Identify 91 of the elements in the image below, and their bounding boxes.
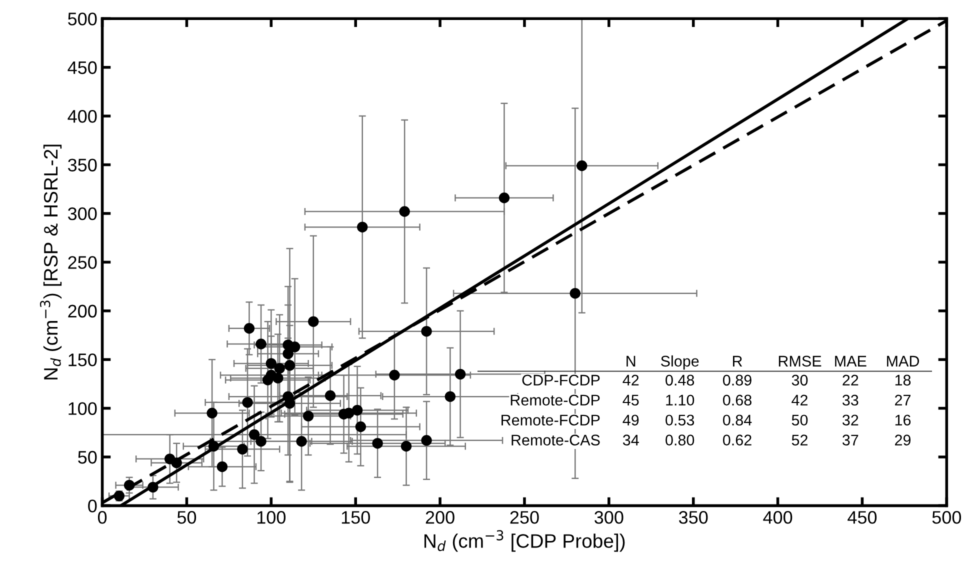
annotation: Remote-CAS — [512, 434, 600, 446]
point — [242, 397, 253, 408]
point — [274, 362, 285, 374]
annotation: RMSE — [778, 356, 822, 367]
annotation: 50 — [792, 414, 808, 426]
x-tick-label: 0 — [98, 511, 107, 524]
x-tick-label: 300 — [594, 511, 624, 524]
y-tick-label: 500 — [68, 12, 97, 26]
annotation: MAE — [835, 356, 866, 366]
annotation: 49 — [622, 414, 639, 426]
point — [296, 436, 307, 447]
point — [421, 326, 432, 337]
point — [324, 390, 336, 401]
point — [444, 391, 456, 402]
y-tick-label: 150 — [68, 354, 97, 366]
annotation: CDP-FCDP — [522, 374, 600, 386]
y-tick-label: 50 — [78, 450, 97, 464]
point — [372, 438, 383, 449]
annotation: MAD — [887, 356, 919, 366]
point — [421, 435, 432, 446]
annotation: 29 — [895, 434, 911, 446]
point — [216, 461, 228, 472]
point — [576, 160, 588, 172]
x-tick-label: 200 — [426, 511, 454, 524]
point — [355, 421, 366, 432]
x-tick-label: 100 — [257, 511, 286, 524]
annotation: 30 — [792, 374, 808, 386]
y-tick-label: 400 — [68, 110, 97, 123]
annotation: 42 — [792, 394, 808, 406]
annotation: 32 — [842, 414, 858, 426]
annotation: 52 — [792, 434, 808, 446]
point — [171, 457, 182, 468]
y-tick-label: 100 — [68, 402, 97, 415]
annotation: N — [626, 356, 636, 366]
x-axis-title: N$_{d}$ (cm$^{−3}$ [CDP Probe]) — [424, 530, 625, 552]
point — [272, 372, 284, 384]
point — [206, 408, 218, 418]
annotation: 0.84 — [722, 414, 752, 426]
x-tick-label: 250 — [510, 511, 539, 524]
point — [389, 370, 400, 381]
point — [498, 192, 510, 204]
point — [266, 358, 277, 369]
point — [208, 440, 220, 452]
annotation: 16 — [895, 414, 911, 426]
point — [357, 222, 368, 232]
point — [302, 410, 314, 422]
x-tick-label: 350 — [678, 511, 708, 524]
y-tick-label: 300 — [68, 207, 97, 220]
annotation: 18 — [895, 374, 911, 386]
point — [148, 482, 158, 493]
point — [244, 323, 255, 334]
point — [308, 316, 319, 327]
point — [282, 348, 294, 360]
point — [248, 429, 260, 440]
annotation: 0.48 — [666, 374, 694, 386]
point — [400, 440, 412, 452]
annotation: 33 — [842, 394, 858, 406]
annotation: R — [732, 356, 742, 366]
annotation: Slope — [661, 355, 699, 370]
annotation: 27 — [895, 394, 910, 406]
x-tick-label: 450 — [848, 511, 877, 524]
annotation: 0.68 — [722, 394, 752, 406]
y-tick-label: 250 — [68, 256, 97, 269]
x-tick-label: 150 — [342, 511, 370, 524]
annotation: 0.80 — [666, 434, 694, 446]
y-tick-label: 350 — [68, 158, 97, 172]
point — [454, 368, 466, 380]
x-tick-label: 500 — [932, 511, 962, 524]
annotation: 22 — [842, 374, 858, 386]
annotation: 0.89 — [722, 374, 752, 386]
point — [237, 444, 248, 455]
point — [284, 360, 296, 371]
point — [570, 288, 580, 299]
point — [256, 436, 266, 447]
x-tick-label: 400 — [763, 511, 792, 524]
annotation: 0.62 — [722, 434, 752, 446]
x-tick-label: 50 — [177, 511, 196, 524]
y-tick-label: 0 — [88, 500, 97, 512]
annotation: 37 — [842, 434, 858, 446]
annotation: 34 — [622, 434, 639, 446]
y-tick-label: 450 — [68, 61, 97, 74]
annotation: 42 — [622, 374, 639, 386]
y-tick-label: 200 — [68, 304, 97, 318]
annotation: 45 — [622, 394, 639, 406]
y-axis-title: N$_{d}$ (cm$^{−3}$) [RSP & HSRL-2] — [40, 144, 62, 380]
point — [399, 206, 410, 217]
annotation: 0.53 — [666, 414, 694, 426]
annotation: 1.10 — [666, 394, 694, 406]
point — [352, 404, 363, 416]
annotation: Remote-FCDP — [502, 414, 600, 426]
annotation: Remote-CDP — [510, 394, 600, 406]
